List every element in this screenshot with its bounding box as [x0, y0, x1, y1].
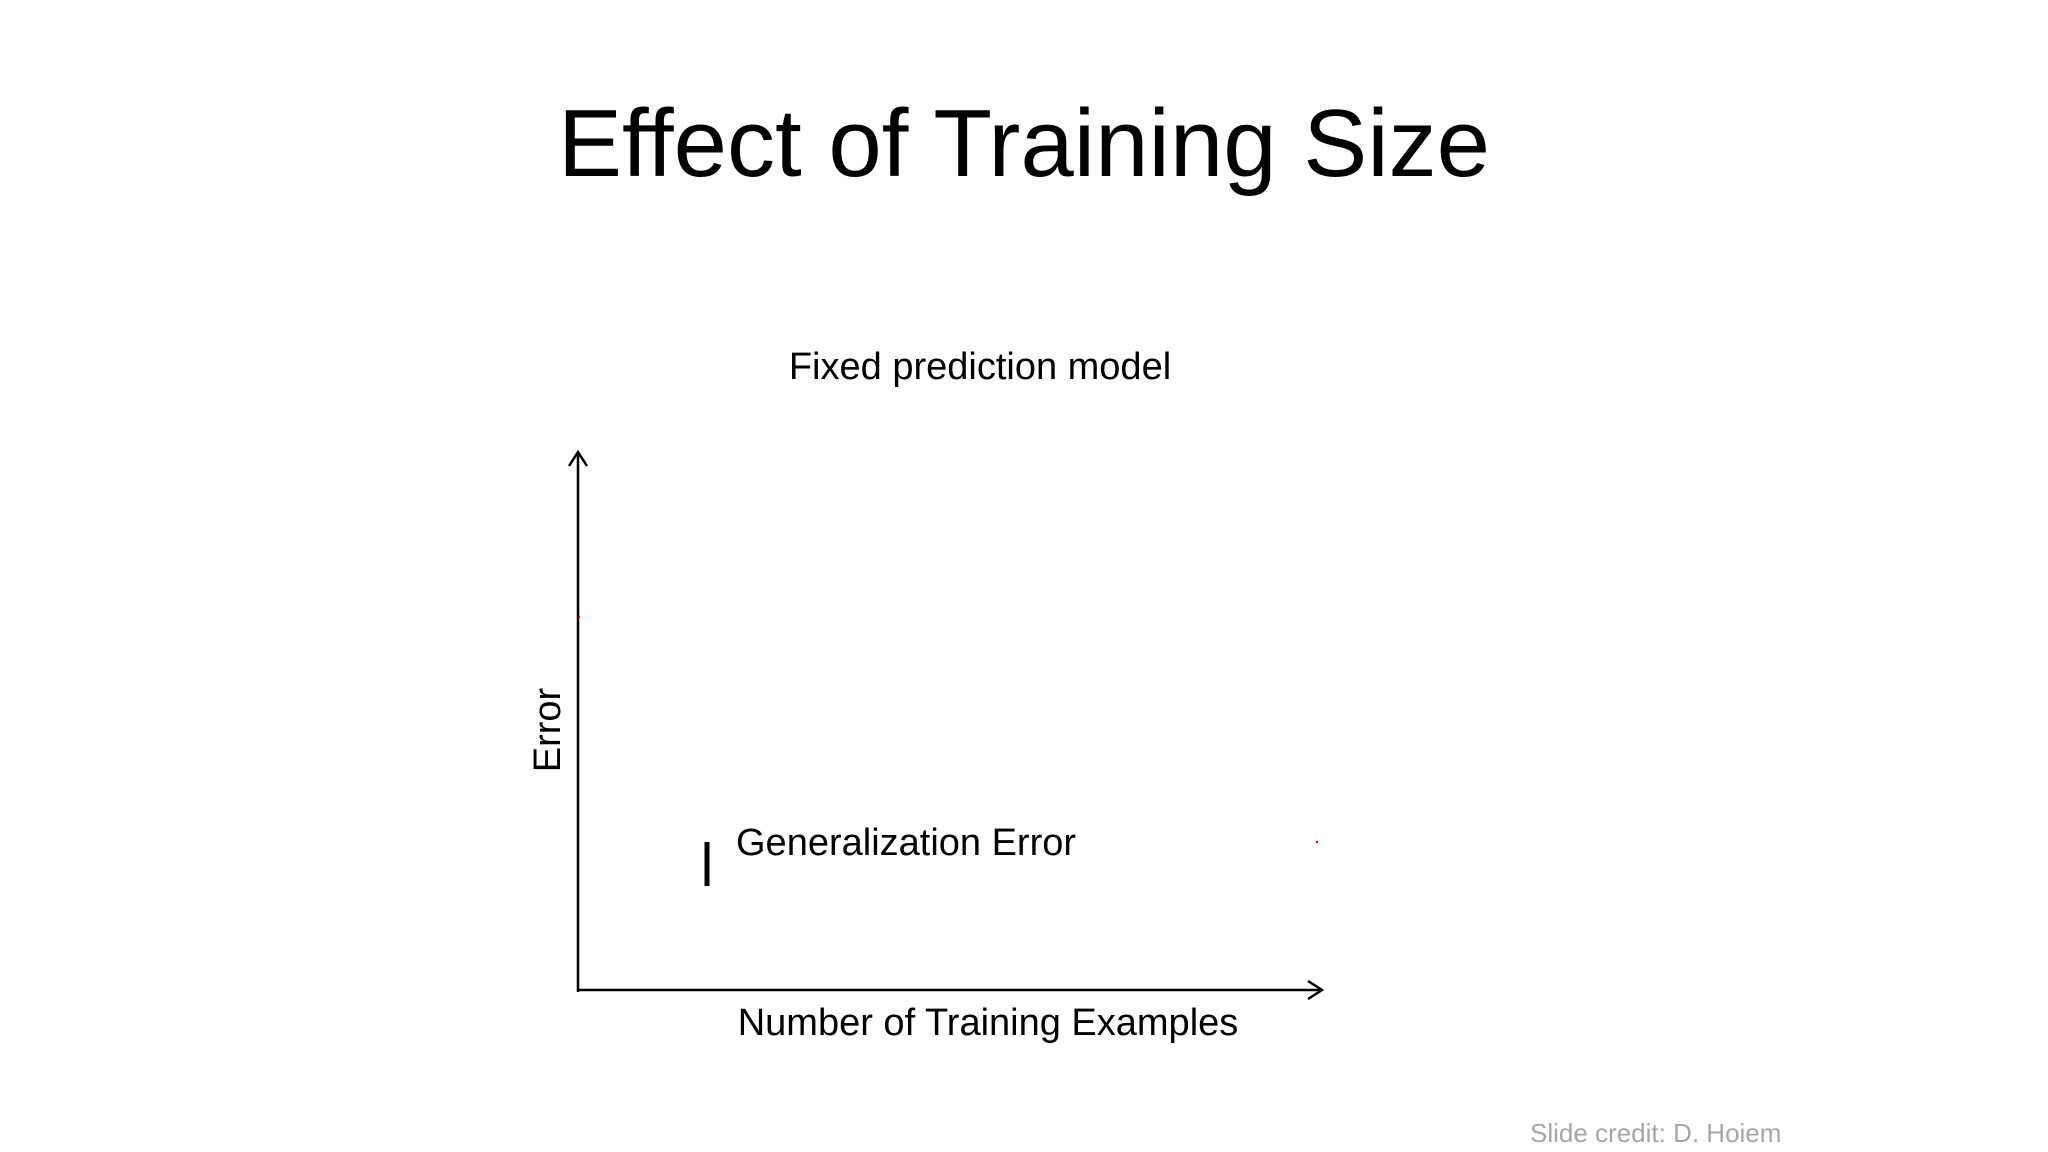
red-dot — [1315, 840, 1319, 844]
slide-title: Effect of Training Size — [557, 90, 1491, 197]
annotation-generalization-error: Generalization Error — [736, 822, 1076, 864]
x-axis-label: Number of Training Examples — [738, 1002, 1239, 1044]
chart-subtitle: Fixed prediction model — [788, 346, 1172, 388]
y-axis-arrowhead — [567, 449, 589, 467]
slide-credit: Slide credit: D. Hoiem — [1530, 1118, 1782, 1148]
y-axis-label: Error — [527, 687, 569, 772]
x-axis-arrowhead — [1307, 979, 1325, 1001]
red-dot — [577, 615, 581, 619]
